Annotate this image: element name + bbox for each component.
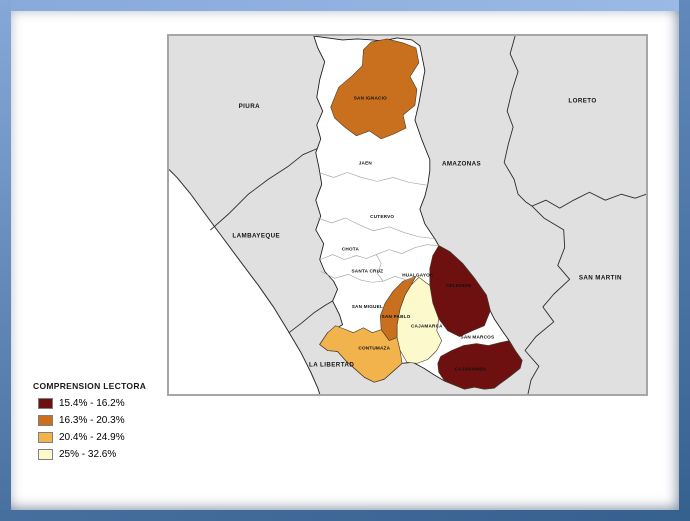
- border-cutervo-chota: [317, 217, 435, 240]
- label-contumaza: CONTUMAZA: [358, 346, 390, 351]
- label-piura: PIURA: [239, 103, 260, 110]
- label-cajabamba: CAJABAMBA: [455, 366, 487, 371]
- label-sanmartin: SAN MARTIN: [579, 274, 622, 281]
- legend-title: COMPRENSION LECTORA: [33, 381, 147, 391]
- label-sanpablo: SAN PABLO: [382, 314, 411, 319]
- legend-swatch-class2-icon: [38, 415, 53, 426]
- region-celendin: [429, 245, 491, 337]
- legend-item: 20.4% - 24.9%: [38, 431, 146, 444]
- label-sanmarcos: SAN MARCOS: [461, 335, 495, 340]
- slide-frame-top: [0, 0, 690, 11]
- coastline: [169, 169, 321, 394]
- label-loreto: LORETO: [568, 97, 596, 104]
- border-lambayeque-lalibertad: [288, 300, 334, 334]
- label-cajamarca: CAJAMARCA: [411, 324, 443, 329]
- slide-frame-bottom: [0, 510, 690, 521]
- legend-label: 16.3% - 20.3%: [59, 415, 125, 426]
- label-jaen: JAEN: [359, 161, 373, 166]
- border-chota-hualgayoc: [376, 244, 439, 255]
- legend-item: 16.3% - 20.3%: [38, 414, 146, 427]
- slide-frame-left: [0, 0, 11, 521]
- border-hualgayoc-west: [376, 254, 384, 282]
- legend-item: 15.4% - 16.2%: [38, 397, 146, 410]
- region-san-ignacio: [330, 38, 420, 140]
- border-jaen-cutervo: [318, 172, 428, 186]
- legend-swatch-class4-icon: [38, 449, 53, 460]
- label-santacruz: SANTA CRUZ: [352, 268, 384, 273]
- legend-label: 20.4% - 24.9%: [59, 432, 125, 443]
- legend-label: 15.4% - 16.2%: [59, 398, 125, 409]
- ocean: [169, 169, 320, 394]
- label-hualgayoc: HUALGAYOC: [402, 272, 434, 277]
- border-amazonas-loreto: [503, 36, 533, 207]
- label-lambayeque: LAMBAYEQUE: [232, 233, 280, 240]
- border-amazonas-sanmartin: [524, 205, 571, 394]
- border-loreto-sanmartin: [531, 191, 646, 209]
- region-cajabamba: [437, 340, 523, 390]
- border-santacruz-sanmiguel: [320, 271, 384, 283]
- label-chota: CHOTA: [342, 247, 360, 252]
- label-amazonas: AMAZONAS: [442, 161, 481, 168]
- cajamarca-map: PIURA LAMBAYEQUE LA LIBERTAD AMAZONAS LO…: [169, 36, 646, 394]
- slide-frame-right: [679, 0, 690, 521]
- legend-item: 25% - 32.6%: [38, 448, 146, 461]
- region-contumaza: [319, 325, 403, 383]
- slide: PIURA LAMBAYEQUE LA LIBERTAD AMAZONAS LO…: [11, 11, 679, 510]
- legend-swatch-class3-icon: [38, 432, 53, 443]
- label-sanignacio: SAN IGNACIO: [354, 95, 387, 100]
- legend: COMPRENSION LECTORA 15.4% - 16.2% 16.3% …: [33, 381, 146, 465]
- label-sanmiguel: SAN MIGUEL: [352, 304, 383, 309]
- legend-swatch-class1-icon: [38, 398, 53, 409]
- legend-label: 25% - 32.6%: [59, 449, 117, 460]
- border-piura-lambayeque: [210, 148, 318, 231]
- label-celendin: CELENDIN: [446, 283, 472, 288]
- choropleth-map-panel[interactable]: PIURA LAMBAYEQUE LA LIBERTAD AMAZONAS LO…: [167, 34, 648, 396]
- border-hualgayoc-south: [383, 276, 417, 282]
- label-lalibertad: LA LIBERTAD: [309, 361, 354, 368]
- label-cutervo: CUTERVO: [370, 214, 394, 219]
- border-chota-santacruz: [320, 254, 377, 260]
